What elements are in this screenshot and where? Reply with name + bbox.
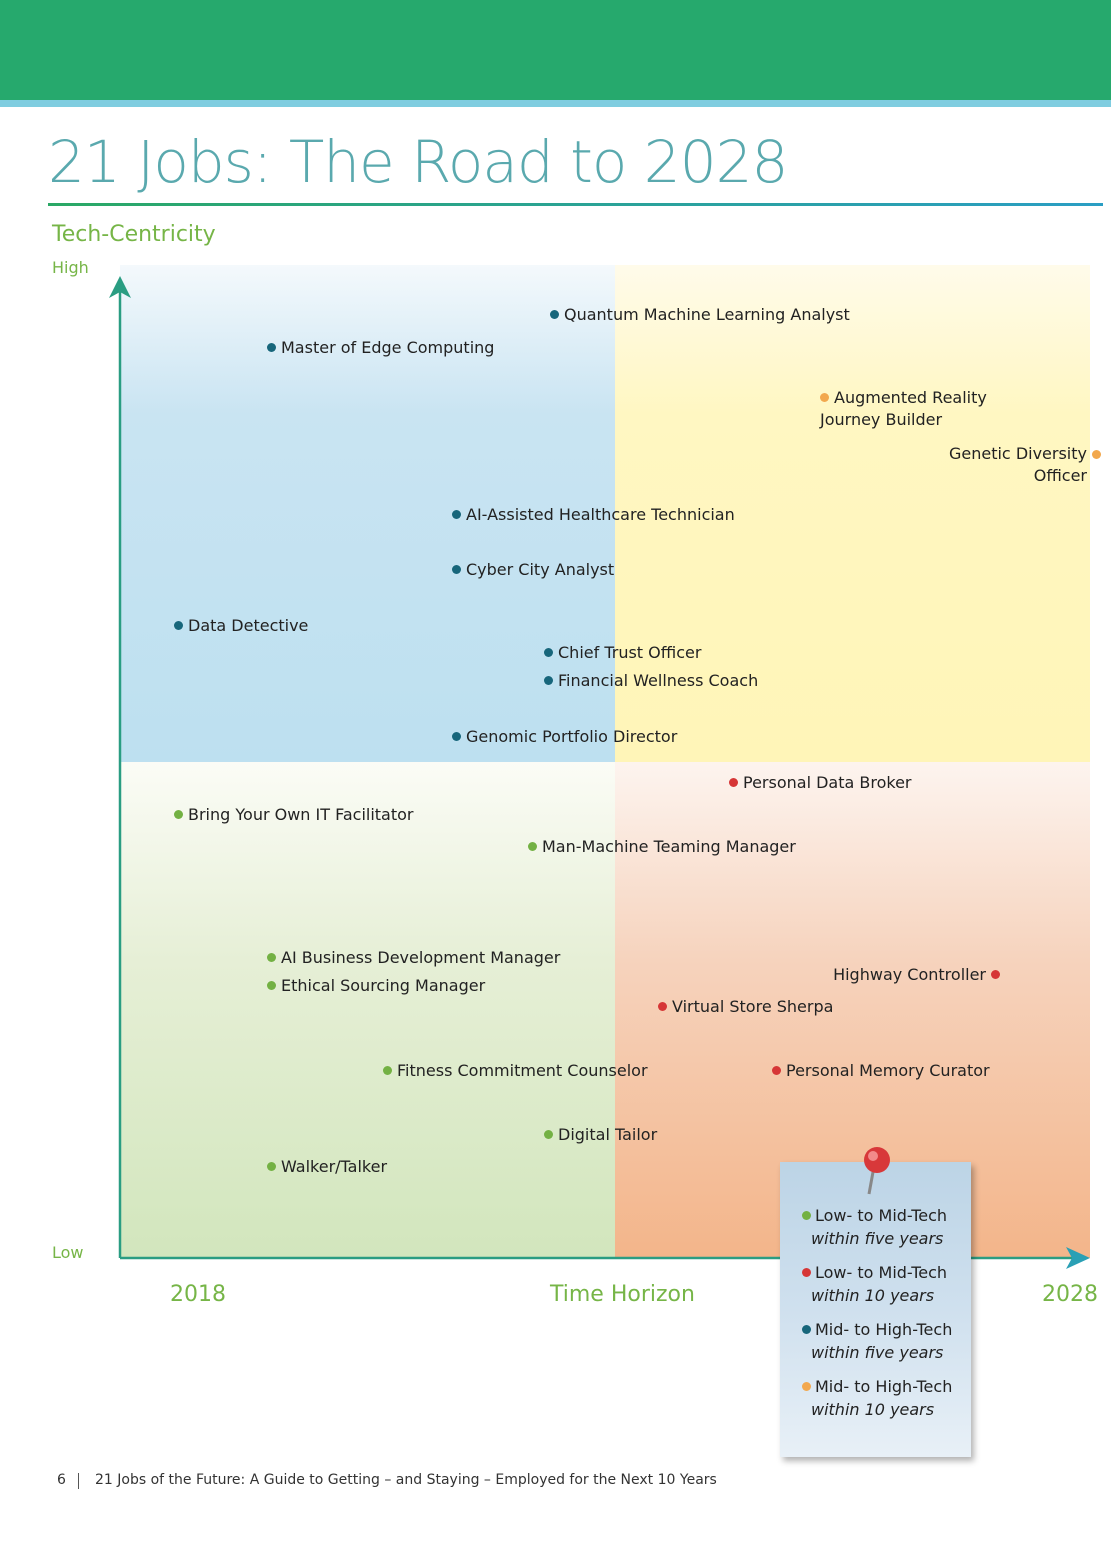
job-dot	[729, 778, 738, 787]
legend-note	[780, 1162, 971, 1457]
job-dot	[550, 310, 559, 319]
job-label: Data Detective	[188, 616, 309, 635]
job-dot	[544, 648, 553, 657]
x-arrow	[1066, 1247, 1090, 1269]
job: Personal Memory Curator	[772, 1060, 990, 1082]
job-label: Augmented Reality Journey Builder	[820, 388, 987, 429]
job: Bring Your Own IT Facilitator	[174, 804, 414, 826]
job-label: Man-Machine Teaming Manager	[542, 837, 796, 856]
top-stripe	[0, 100, 1111, 107]
job-dot	[528, 842, 537, 851]
job: Financial Wellness Coach	[544, 670, 758, 692]
push-pin	[864, 1147, 890, 1195]
y-low-label: Low	[52, 1243, 84, 1262]
job-dot	[544, 676, 553, 685]
top-band	[0, 0, 1111, 100]
job: Digital Tailor	[544, 1124, 657, 1146]
job: Walker/Talker	[267, 1156, 387, 1178]
job-label: Bring Your Own IT Facilitator	[188, 805, 414, 824]
legend-tech: Mid- to High-Tech	[815, 1320, 953, 1339]
job-label: Fitness Commitment Counselor	[397, 1061, 648, 1080]
x-start-label: 2018	[170, 1282, 226, 1307]
job-label: Highway Controller	[833, 965, 986, 984]
legend-tech: Low- to Mid-Tech	[815, 1206, 948, 1225]
job-label: Cyber City Analyst	[466, 560, 615, 579]
quadrant-top-left	[120, 265, 615, 762]
job-label: Chief Trust Officer	[558, 643, 702, 662]
job-dot	[174, 621, 183, 630]
legend-dot	[802, 1268, 811, 1277]
job: Chief Trust Officer	[544, 642, 701, 664]
job-dot	[991, 970, 1000, 979]
job: Genomic Portfolio Director	[452, 726, 677, 748]
job-dot	[267, 953, 276, 962]
job-label: Genomic Portfolio Director	[466, 727, 678, 746]
y-high-label: High	[52, 258, 89, 277]
legend-time: within 10 years	[811, 1286, 935, 1305]
job-label: Genetic Diversity Officer	[948, 444, 1087, 485]
legend-entry: Mid- to High-Tech within five years	[802, 1318, 952, 1364]
legend-tech: Low- to Mid-Tech	[815, 1263, 948, 1282]
legend-dot	[802, 1211, 811, 1220]
job-dot	[772, 1066, 781, 1075]
legend-dot	[802, 1325, 811, 1334]
job-label: Quantum Machine Learning Analyst	[564, 305, 850, 324]
job-label: Financial Wellness Coach	[558, 671, 759, 690]
page-number: 6	[57, 1472, 66, 1488]
legend-tech: Mid- to High-Tech	[815, 1377, 953, 1396]
legend-time: within 10 years	[811, 1400, 935, 1419]
job-label: Ethical Sourcing Manager	[281, 976, 486, 995]
job-label: Virtual Store Sherpa	[672, 997, 834, 1016]
legend-time: within five years	[811, 1343, 944, 1362]
legend-entry: Low- to Mid-Tech within 10 years	[802, 1261, 947, 1307]
job: Highway Controller	[750, 964, 1000, 986]
y-axis-label: Tech-Centricity	[52, 222, 216, 247]
job: AI-Assisted Healthcare Technician	[452, 504, 735, 526]
job-dot	[174, 810, 183, 819]
job: AI Business Development Manager	[267, 947, 560, 969]
quadrant-top-right	[615, 265, 1090, 762]
job: Ethical Sourcing Manager	[267, 975, 485, 997]
x-axis-label: Time Horizon	[550, 1282, 695, 1307]
job: Data Detective	[174, 615, 308, 637]
job-label: Personal Data Broker	[743, 773, 912, 792]
legend-dot	[802, 1382, 811, 1391]
job-dot	[1092, 450, 1101, 459]
legend-time: within five years	[811, 1229, 944, 1248]
job-dot	[452, 510, 461, 519]
job-dot	[267, 981, 276, 990]
legend-entry: Low- to Mid-Tech within five years	[802, 1204, 947, 1250]
job-dot	[267, 343, 276, 352]
job-label: AI Business Development Manager	[281, 948, 561, 967]
job-label: AI-Assisted Healthcare Technician	[466, 505, 735, 524]
job-label: Digital Tailor	[558, 1125, 658, 1144]
page-title: 21 Jobs: The Road to 2028	[48, 128, 788, 196]
job: Man-Machine Teaming Manager	[528, 836, 796, 858]
job: Augmented Reality Journey Builder	[820, 387, 1020, 431]
job-dot	[452, 732, 461, 741]
footer-divider	[78, 1473, 79, 1489]
job-dot	[267, 1162, 276, 1171]
job-label: Personal Memory Curator	[786, 1061, 990, 1080]
job: Fitness Commitment Counselor	[383, 1060, 648, 1082]
job: Quantum Machine Learning Analyst	[550, 304, 850, 326]
job-label: Walker/Talker	[281, 1157, 388, 1176]
legend-entry: Mid- to High-Tech within 10 years	[802, 1375, 952, 1421]
job: Master of Edge Computing	[267, 337, 494, 359]
job-label: Master of Edge Computing	[281, 338, 495, 357]
title-rule	[48, 203, 1103, 206]
y-arrow	[109, 276, 131, 298]
job-dot	[658, 1002, 667, 1011]
x-end-label: 2028	[1042, 1282, 1098, 1307]
job: Cyber City Analyst	[452, 559, 614, 581]
footer-text: 21 Jobs of the Future: A Guide to Gettin…	[95, 1472, 717, 1488]
job-dot	[383, 1066, 392, 1075]
job: Virtual Store Sherpa	[658, 996, 833, 1018]
job: Personal Data Broker	[729, 772, 912, 794]
job: Genetic Diversity Officer	[887, 443, 1101, 487]
job-dot	[820, 393, 829, 402]
job-dot	[452, 565, 461, 574]
job-dot	[544, 1130, 553, 1139]
